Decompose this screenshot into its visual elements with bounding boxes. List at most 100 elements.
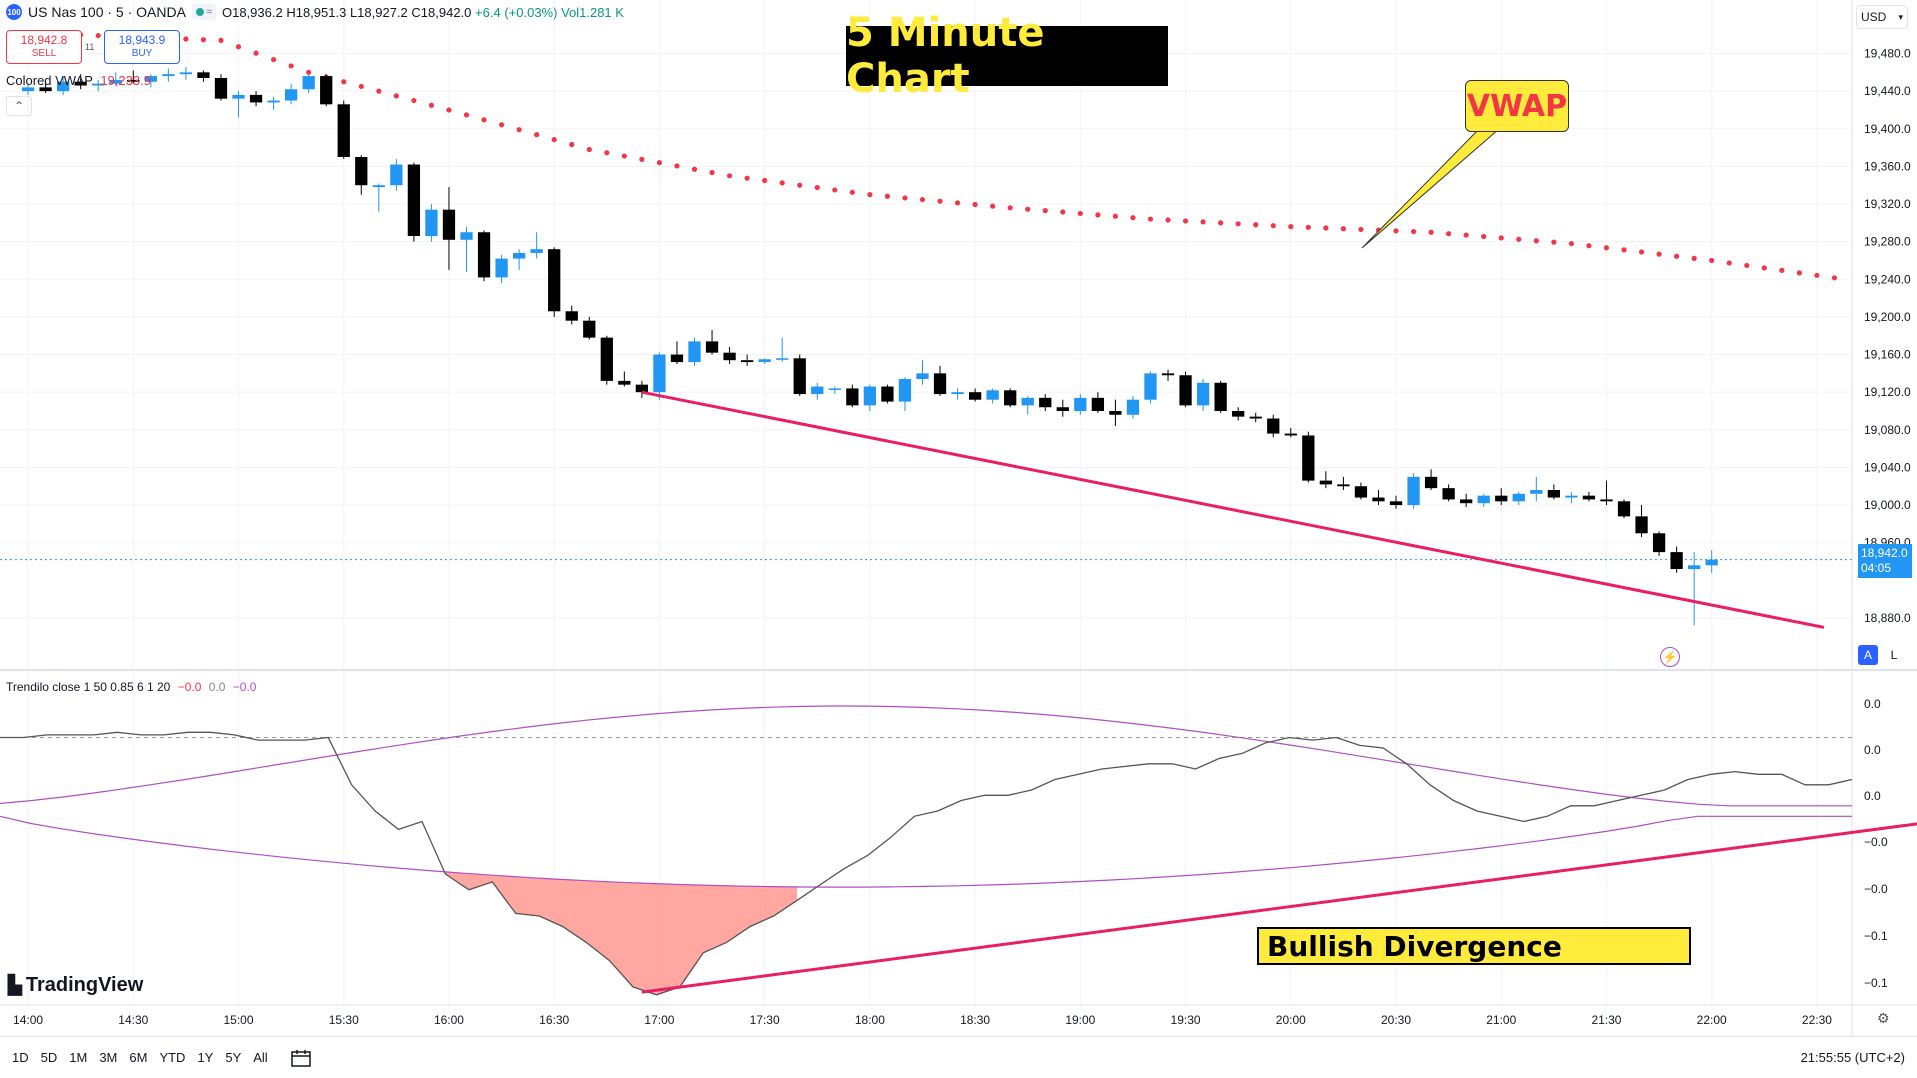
settings-gear-icon[interactable]: ⚙ <box>1877 1010 1890 1026</box>
candle <box>21 83 35 95</box>
candle-body <box>249 94 263 103</box>
candle <box>1389 495 1403 509</box>
clock-readout[interactable]: 21:55:55 (UTC+2) <box>1800 1050 1905 1065</box>
candle <box>986 388 999 404</box>
vwap-dot <box>1025 206 1031 212</box>
range-button-3m[interactable]: 3M <box>99 1050 118 1065</box>
candle <box>1004 388 1017 408</box>
candle-body <box>1495 495 1508 502</box>
auto-scale-button[interactable]: A <box>1858 645 1878 665</box>
bullish-divergence-line <box>641 822 1917 994</box>
range-button-all[interactable]: All <box>253 1050 268 1065</box>
range-button-6m[interactable]: 6M <box>129 1050 148 1065</box>
vwap-dot <box>551 136 557 143</box>
candle-body <box>618 380 631 385</box>
vwap-dot <box>1060 209 1066 215</box>
candle <box>548 247 561 317</box>
candle-body <box>933 373 947 395</box>
range-button-1y[interactable]: 1Y <box>197 1050 214 1065</box>
candle <box>846 384 859 408</box>
range-button-ytd[interactable]: YTD <box>159 1050 186 1065</box>
vwap-callout[interactable]: VWAP <box>1465 80 1569 132</box>
vwap-dot <box>586 146 592 153</box>
chart-header: 100 US Nas 100 · 5 · OANDA ≈ O18,936.2 H… <box>6 4 624 20</box>
candle-body <box>267 100 280 103</box>
sell-label: SELL <box>31 48 57 59</box>
sell-button[interactable]: 18,942.8 SELL <box>6 30 82 64</box>
vwap-dot <box>218 37 224 43</box>
trendilo-value-3: −0.0 <box>232 680 257 694</box>
vwap-dot <box>235 44 242 50</box>
lightning-icon[interactable]: ⚡ <box>1660 647 1680 667</box>
candle-body <box>1460 499 1473 504</box>
vwap-dot <box>779 180 785 186</box>
candle-body <box>863 386 877 406</box>
osc-tick-label: 0.0 <box>1864 697 1881 711</box>
vwap-dot <box>884 193 891 199</box>
chevron-up-icon: ⌃ <box>13 99 25 113</box>
candle <box>477 230 491 282</box>
candle <box>723 347 736 364</box>
candle-body <box>232 94 245 99</box>
vwap-dot <box>1200 219 1206 225</box>
collapse-legend-button[interactable]: ⌃ <box>6 96 32 116</box>
market-status-pill[interactable]: ≈ <box>191 4 216 20</box>
candle-body <box>1337 484 1350 487</box>
candle <box>232 91 245 118</box>
candle-body <box>548 249 561 312</box>
time-tick-label: 22:30 <box>1802 1013 1832 1027</box>
vwap-dot <box>481 117 487 123</box>
log-scale-button[interactable]: L <box>1890 648 1898 662</box>
vwap-dot <box>1779 267 1785 273</box>
candle <box>1354 482 1368 500</box>
envelope-lower-line <box>0 815 1852 888</box>
vwap-legend[interactable]: Colored VWAP 19,233.9 <box>6 73 151 88</box>
candle-body <box>74 81 87 86</box>
candle-body <box>968 392 982 400</box>
candle-body <box>1126 399 1140 415</box>
currency-label: USD <box>1861 10 1887 24</box>
time-tick-label: 14:00 <box>13 1013 43 1027</box>
vwap-dot <box>1691 255 1697 261</box>
range-button-5d[interactable]: 5D <box>40 1050 58 1065</box>
candle-body <box>1056 407 1069 411</box>
candle <box>1688 552 1701 626</box>
candle-body <box>1091 397 1105 411</box>
range-button-5y[interactable]: 5Y <box>225 1050 242 1065</box>
trendilo-value-2: 0.0 <box>208 680 226 694</box>
ohlc-volume: Vol1.281 K <box>561 4 624 20</box>
osc-tick-label: −0.0 <box>1864 835 1888 849</box>
candles <box>21 66 1718 626</box>
vwap-dot <box>1603 245 1610 251</box>
vwap-dot <box>393 93 399 99</box>
candle <box>688 337 701 366</box>
trendilo-legend[interactable]: Trendilo close 1 50 0.85 6 1 20 −0.0 0.0… <box>6 680 256 694</box>
candle-body <box>1161 373 1175 376</box>
calendar-icon[interactable] <box>290 1049 312 1067</box>
candle-body <box>565 311 578 321</box>
range-button-1m[interactable]: 1M <box>69 1050 88 1065</box>
candle-body <box>1109 411 1122 415</box>
vwap-dot <box>1428 229 1434 235</box>
vwap-dot <box>428 102 435 108</box>
vwap-dot <box>1235 221 1241 227</box>
vwap-dot <box>358 83 364 90</box>
symbol-title[interactable]: US Nas 100 · 5 · OANDA <box>28 4 186 20</box>
divergence-callout[interactable]: Bullish Divergence <box>1257 927 1691 965</box>
vwap-dot <box>1533 238 1539 244</box>
vwap-dot <box>95 32 101 39</box>
candle-body <box>1284 433 1297 436</box>
candle <box>197 70 210 82</box>
range-button-1d[interactable]: 1D <box>12 1050 29 1065</box>
osc-tick-label: −0.0 <box>1864 882 1888 896</box>
vwap-dot <box>306 69 312 75</box>
candle-body <box>758 359 771 363</box>
vwap-dot <box>639 156 645 162</box>
tradingview-logo[interactable]: ▙ TradingView <box>8 974 143 997</box>
buy-button[interactable]: 18,943.9 BUY <box>104 30 180 64</box>
candle <box>390 158 403 191</box>
currency-selector[interactable]: USD ▾ <box>1856 5 1908 29</box>
chart-title-annotation[interactable]: 5 Minute Chart <box>846 10 1168 102</box>
candle-body <box>1477 495 1490 504</box>
candle-body <box>460 232 473 240</box>
